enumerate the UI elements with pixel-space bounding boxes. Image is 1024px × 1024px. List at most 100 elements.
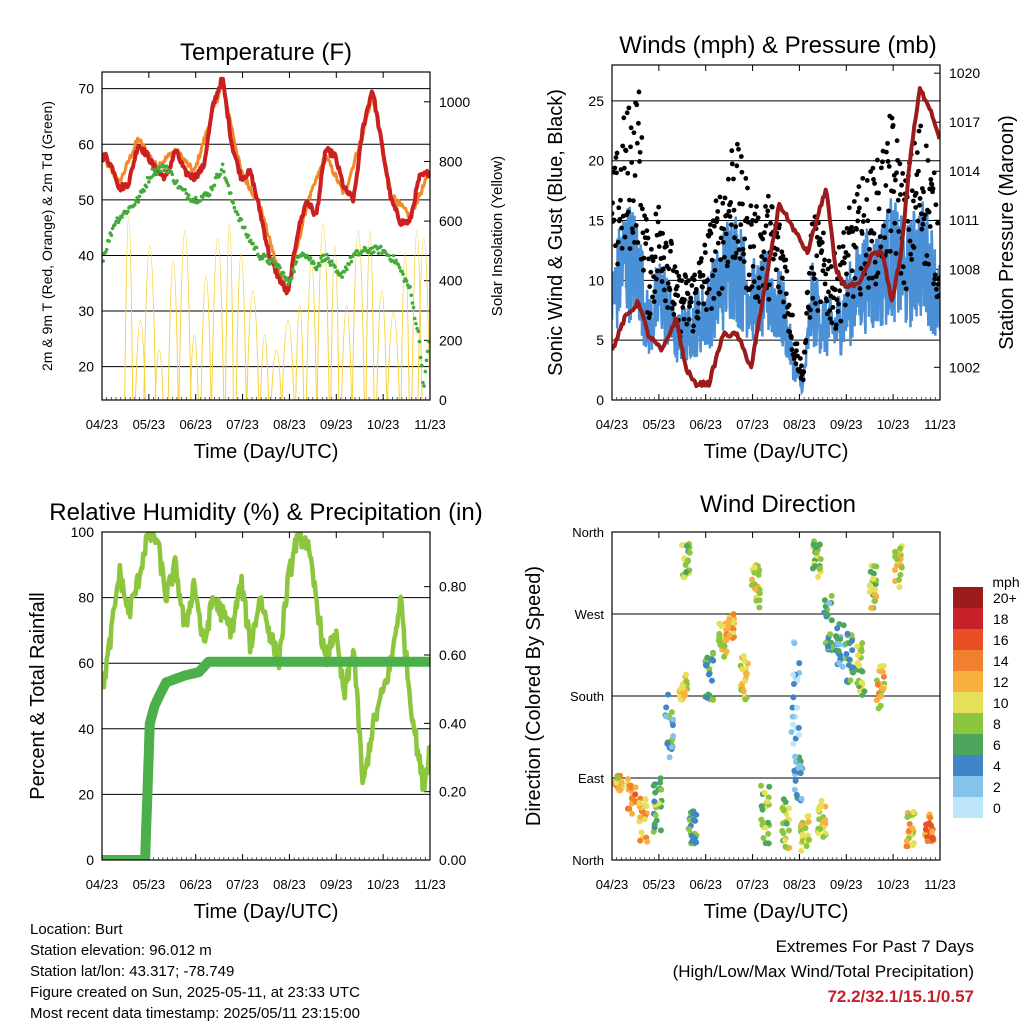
chart-panel-2: Winds (mph) & Pressure (mb) Time (Day/UTC… [545, 32, 1018, 463]
gust-point [915, 218, 921, 224]
dewpoint-point [212, 183, 217, 188]
gust-point [722, 195, 728, 201]
direction-point [756, 604, 763, 611]
gust-point [801, 369, 807, 375]
colorbar-tick-label: 20+ [993, 590, 1017, 606]
direction-point [927, 814, 934, 821]
gust-point [744, 215, 750, 221]
direction-point [657, 775, 664, 782]
gust-point [935, 281, 940, 287]
gust-point [734, 163, 740, 169]
direction-point [779, 805, 786, 812]
gust-point [660, 266, 666, 272]
direction-point [909, 825, 916, 832]
dewpoint-point [251, 241, 255, 246]
colorbar-tick-label: 10 [993, 695, 1009, 711]
gust-point [874, 157, 880, 163]
gust-point [789, 347, 795, 353]
gust-point [934, 286, 939, 292]
dewpoint-point [125, 209, 130, 214]
direction-point [680, 574, 687, 581]
gust-point [898, 270, 904, 276]
gust-point [752, 211, 758, 217]
direction-point [827, 631, 834, 638]
dewpoint-point [164, 164, 169, 168]
gust-point [650, 294, 655, 300]
gust-point [663, 298, 668, 304]
gust-point [774, 246, 780, 252]
gust-point [638, 202, 644, 208]
gust-point [715, 240, 721, 246]
chart-panel-3: Relative Humidity (%) & Precipitation (i… [27, 499, 483, 923]
dewpoint-point [142, 189, 146, 193]
gust-point [701, 301, 707, 307]
dewpoint-point [147, 180, 151, 184]
gust-point [851, 199, 857, 204]
gust-point [668, 248, 673, 254]
gust-point [736, 146, 741, 152]
gust-point [933, 202, 939, 208]
x-tick-label: 11/23 [414, 877, 446, 892]
gust-point [648, 269, 654, 275]
direction-point [764, 798, 771, 805]
colorbar-tick-label: 6 [993, 737, 1001, 753]
direction-point [879, 685, 886, 692]
gust-point [797, 356, 803, 361]
location-text: Location: Burt [30, 921, 123, 938]
gust-point [691, 277, 697, 283]
direction-point [790, 671, 797, 678]
direction-point [710, 650, 717, 657]
gust-point [728, 200, 734, 205]
gust-point [725, 259, 731, 265]
gust-point [705, 277, 710, 283]
gust-point [871, 231, 877, 236]
gust-point [746, 272, 752, 278]
gust-point [763, 203, 768, 209]
created-text: Figure created on Sun, 2025-05-11, at 23… [30, 984, 360, 1001]
gust-point [687, 304, 692, 309]
gust-point [782, 314, 788, 319]
gust-point [779, 275, 785, 281]
gust-point [734, 141, 740, 147]
gust-point [822, 257, 827, 263]
gust-point [667, 287, 673, 293]
dewpoint-point [183, 187, 187, 192]
gust-point [733, 224, 739, 230]
gust-point [652, 254, 658, 260]
gust-point [764, 213, 770, 219]
gust-point [711, 295, 717, 301]
gust-point [907, 238, 913, 244]
gust-point [645, 235, 651, 241]
direction-point [663, 713, 670, 720]
gust-point [853, 244, 858, 250]
y-right-tick-label: 1017 [949, 114, 980, 130]
extremes-info: Extremes For Past 7 Days (High/Low/Max W… [673, 934, 974, 1009]
recent-text: Most recent data timestamp: 2025/05/11 2… [30, 1005, 360, 1022]
direction-point [805, 813, 812, 820]
dewpoint-point [107, 239, 111, 243]
gust-point [921, 216, 927, 222]
y-tick-label: 20 [78, 359, 94, 375]
dewpoint-point [117, 217, 122, 222]
direction-point [793, 791, 800, 798]
direction-point [878, 692, 885, 699]
direction-point [928, 822, 935, 829]
direction-point [618, 779, 625, 786]
direction-point [760, 834, 767, 841]
plot-border [611, 64, 941, 401]
solar-peak [316, 222, 330, 400]
direction-point [650, 782, 657, 789]
dewpoint-point [414, 321, 418, 326]
direction-point [690, 810, 697, 817]
direction-point [880, 673, 887, 680]
direction-point [721, 643, 728, 650]
y-tick-label: 0 [596, 392, 604, 408]
direction-point [854, 643, 861, 650]
direction-point [723, 648, 730, 655]
solar-peak [235, 252, 247, 400]
gust-point [702, 250, 708, 255]
dewpoint-point [312, 261, 316, 266]
dewpoint-point [210, 187, 214, 192]
y-axis-right-label: Station Pressure (Maroon) [996, 115, 1018, 350]
direction-point [877, 702, 884, 709]
